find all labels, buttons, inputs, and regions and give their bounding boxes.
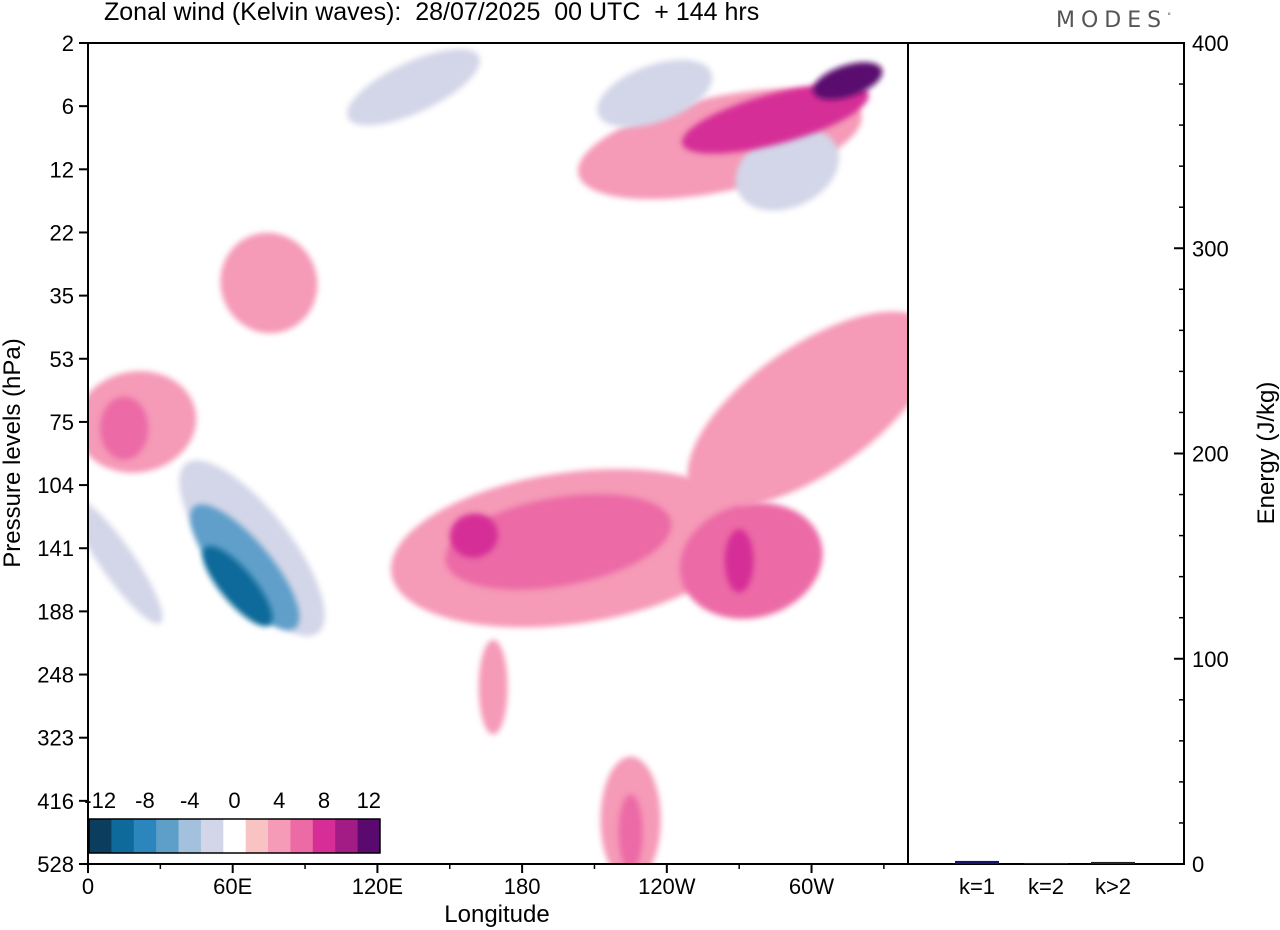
energy-category-label: k=1 (959, 874, 995, 899)
x-tick-label: 120E (352, 874, 403, 899)
wind-anomaly-region (385, 95, 587, 218)
colorbar-label: 12 (357, 788, 381, 813)
colorbar-label: -12 (84, 788, 116, 813)
y-tick-label: 416 (37, 789, 74, 814)
energy-axis: 0 100 200 300 400 (1174, 31, 1229, 877)
y-tick-label: 104 (37, 473, 74, 498)
y-tick-label: 75 (50, 410, 74, 435)
colorbar-swatch (200, 819, 224, 853)
colorbar-label: -4 (180, 788, 200, 813)
y-tick-label: 53 (50, 347, 74, 372)
colorbar-label: 4 (273, 788, 285, 813)
chart-title: Zonal wind (Kelvin waves): 28/07/2025 00… (104, 0, 760, 26)
y-tick-label: 528 (37, 852, 74, 877)
energy-axis-label: Energy (J/kg) (1253, 382, 1280, 525)
y-axis: 2 6 12 22 35 53 75 104 141 188 248 323 416 528 (37, 31, 88, 877)
colorbar-swatch (133, 819, 157, 853)
energy-tick-label: 400 (1192, 31, 1229, 56)
energy-bars: k=1 k=2 k>2 (955, 860, 1135, 899)
wind-anomaly-region (100, 396, 149, 460)
x-tick-label: 0 (82, 874, 94, 899)
wind-anomaly-region (597, 59, 713, 128)
energy-category-label: k>2 (1095, 874, 1131, 899)
y-tick-label: 12 (50, 157, 74, 182)
colorbar-swatch (111, 819, 135, 853)
wind-anomaly-region (562, 223, 844, 393)
wind-anomaly-region (478, 639, 508, 735)
energy-bar (955, 860, 999, 864)
wind-anomaly-region (687, 311, 908, 508)
y-tick-label: 22 (50, 220, 74, 245)
colorbar-swatch (223, 819, 247, 853)
energy-tick-label: 0 (1192, 852, 1204, 877)
colorbar-swatch (245, 819, 269, 853)
colorbar-label: 0 (228, 788, 240, 813)
wind-anomaly-region (812, 62, 883, 100)
wind-anomaly-region (372, 668, 402, 833)
colorbar-swatch (89, 819, 112, 853)
y-tick-label: 2 (62, 31, 74, 56)
colorbar-swatch (357, 819, 381, 853)
y-tick-label: 6 (62, 94, 74, 119)
wind-anomaly-region (449, 513, 498, 558)
x-axis: 0 60E 120E 180 120W 60W (82, 864, 885, 899)
wind-anomaly-region (445, 494, 672, 590)
energy-panel-frame (907, 42, 1185, 865)
y-tick-label: 248 (37, 663, 74, 688)
wind-anomaly-region (190, 504, 300, 631)
energy-bar (1091, 861, 1135, 864)
colorbar-frame (88, 818, 381, 854)
colorbar-swatch (178, 819, 202, 853)
colorbar-swatch (312, 819, 336, 853)
brand-logo: MODES° (1056, 8, 1171, 33)
energy-tick-label: 100 (1192, 647, 1229, 672)
energy-bar (1024, 862, 1068, 864)
wind-anomaly-region (868, 548, 890, 675)
wind-anomaly-region (684, 608, 693, 703)
x-tick-label: 60W (789, 874, 834, 899)
wind-anomaly-region (220, 232, 318, 334)
y-tick-label: 141 (37, 536, 74, 561)
wind-anomaly-region (241, 81, 369, 157)
x-tick-label: 180 (504, 874, 541, 899)
x-tick-label: 60E (213, 874, 252, 899)
colorbar-swatch (290, 819, 314, 853)
y-tick-label: 188 (37, 599, 74, 624)
brand-mark: ° (1167, 11, 1172, 21)
brand-text: MODES (1056, 8, 1168, 33)
wind-anomaly-region (681, 83, 869, 154)
colorbar-label: -8 (135, 788, 155, 813)
colorbar-swatch (335, 819, 359, 853)
wind-anomaly-region (202, 545, 273, 627)
colorbar-label: 8 (318, 788, 330, 813)
x-tick-label: 120W (638, 874, 696, 899)
wind-anomaly-region (347, 49, 481, 126)
heatmap-layer (88, 49, 908, 864)
wind-anomaly-region (618, 794, 643, 864)
wind-anomaly-region (88, 498, 163, 624)
y-tick-label: 323 (37, 726, 74, 751)
wind-anomaly-region (735, 128, 840, 211)
x-axis-label: Longitude (444, 901, 549, 928)
energy-tick-label: 200 (1192, 442, 1229, 467)
wind-anomaly-region (724, 529, 754, 593)
energy-category-label: k=2 (1028, 874, 1064, 899)
colorbar-swatch (156, 819, 180, 853)
energy-tick-label: 300 (1192, 236, 1229, 261)
y-axis-label: Pressure levels (hPa) (0, 338, 26, 567)
y-tick-label: 35 (50, 284, 74, 309)
colorbar-legend: -12 -8 -4 0 4 8 12 (84, 788, 381, 854)
colorbar-swatch (268, 819, 291, 853)
